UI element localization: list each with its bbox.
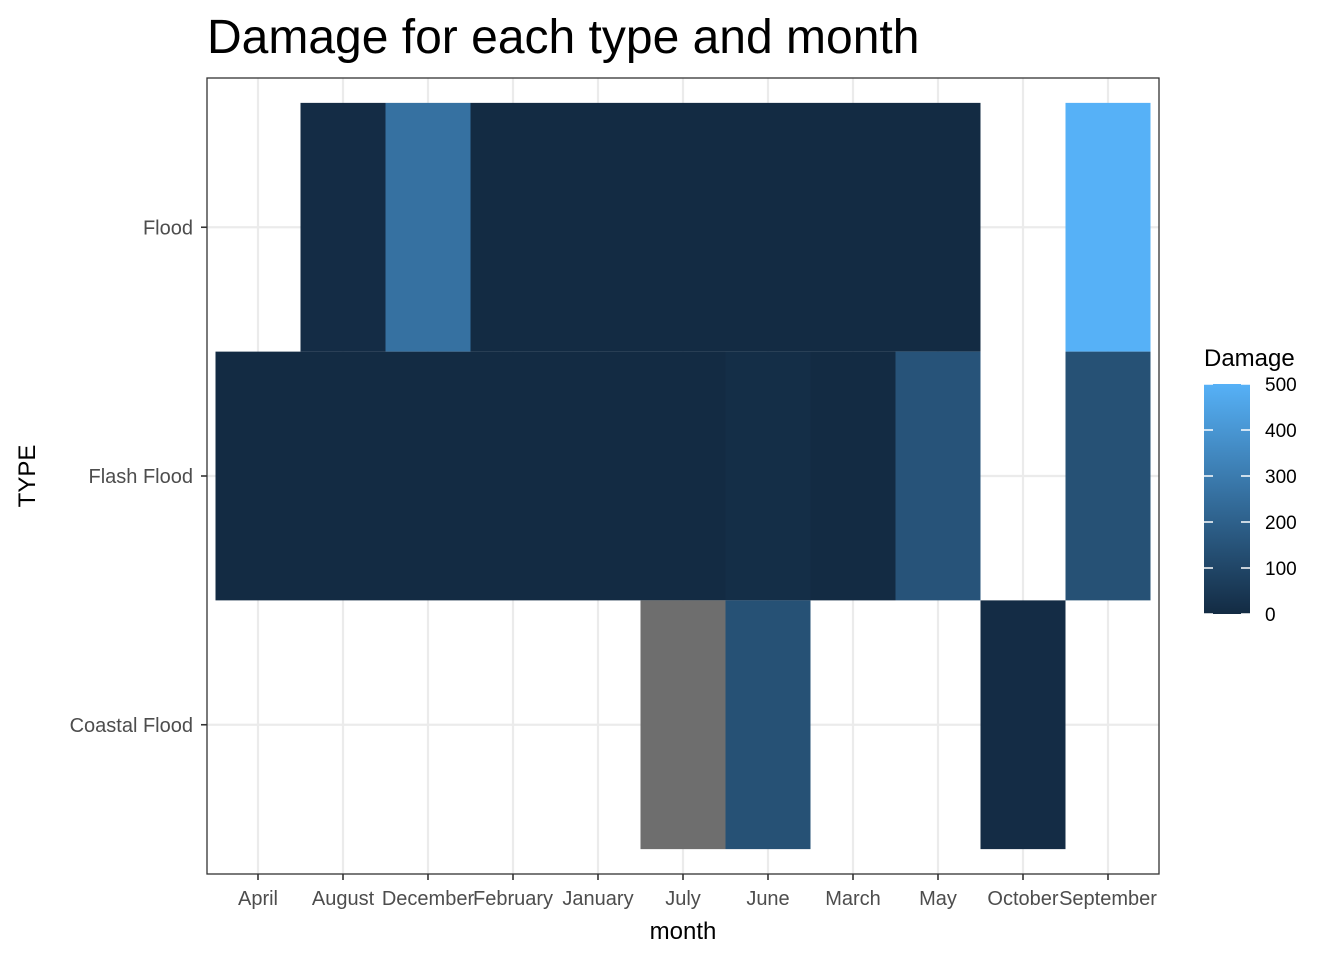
- heatmap-cell: [470, 102, 556, 352]
- legend-tick-label: 0: [1265, 605, 1276, 626]
- heatmap-cell: [725, 600, 811, 850]
- heatmap-cell: [1065, 102, 1151, 352]
- x-tick-label: May: [919, 888, 957, 910]
- heatmap-cell: [385, 351, 471, 601]
- legend-tick-label: 400: [1265, 421, 1297, 442]
- x-tick-label: April: [238, 888, 278, 910]
- legend-tick-label: 100: [1265, 559, 1297, 580]
- y-axis: Coastal Flood Flash Flood Flood: [70, 217, 207, 737]
- y-tick-label: Flash Flood: [89, 466, 194, 488]
- heatmap-cell: [555, 102, 641, 352]
- legend-ticks: 0 100 200 300 400 500: [1204, 375, 1297, 626]
- chart-title: Damage for each type and month: [207, 11, 919, 64]
- y-tick-label: Flood: [143, 217, 193, 239]
- heatmap-cell: [980, 600, 1066, 850]
- heatmap-cell: [470, 351, 556, 601]
- x-tick-label: January: [562, 888, 633, 910]
- heatmap-cell: [895, 102, 981, 352]
- heatmap-cell: [385, 102, 471, 352]
- heatmap-cell: [725, 102, 811, 352]
- heatmap-cell: [640, 600, 726, 850]
- x-axis-title: month: [650, 918, 717, 945]
- heatmap-cell: [640, 351, 726, 601]
- heatmap-cells: [215, 102, 1151, 850]
- x-tick-label: October: [987, 888, 1058, 910]
- x-tick-label: February: [473, 888, 553, 910]
- heatmap-cell: [725, 351, 811, 601]
- heatmap-cell: [555, 351, 641, 601]
- heatmap-cell: [300, 102, 386, 352]
- legend-tick-label: 200: [1265, 513, 1297, 534]
- x-tick-label: September: [1059, 888, 1157, 910]
- legend-tick-label: 500: [1265, 375, 1297, 396]
- x-tick-label: June: [746, 888, 789, 910]
- legend: Damage 0 100 200 300 400 500: [1204, 345, 1297, 626]
- heatmap-cell: [640, 102, 726, 352]
- heatmap-cell: [1065, 351, 1151, 601]
- heatmap-cell: [810, 102, 896, 352]
- x-tick-label: August: [312, 888, 375, 910]
- y-axis-title: TYPE: [14, 445, 41, 508]
- heatmap-cell: [895, 351, 981, 601]
- x-tick-label: March: [825, 888, 881, 910]
- legend-tick-label: 300: [1265, 467, 1297, 488]
- x-tick-label: July: [665, 888, 701, 910]
- x-tick-label: December: [382, 888, 475, 910]
- heatmap-cell: [810, 351, 896, 601]
- legend-title: Damage: [1204, 345, 1295, 372]
- heatmap-cell: [215, 351, 301, 601]
- y-tick-label: Coastal Flood: [70, 715, 193, 737]
- heatmap-cell: [300, 351, 386, 601]
- legend-colorbar: [1204, 384, 1250, 614]
